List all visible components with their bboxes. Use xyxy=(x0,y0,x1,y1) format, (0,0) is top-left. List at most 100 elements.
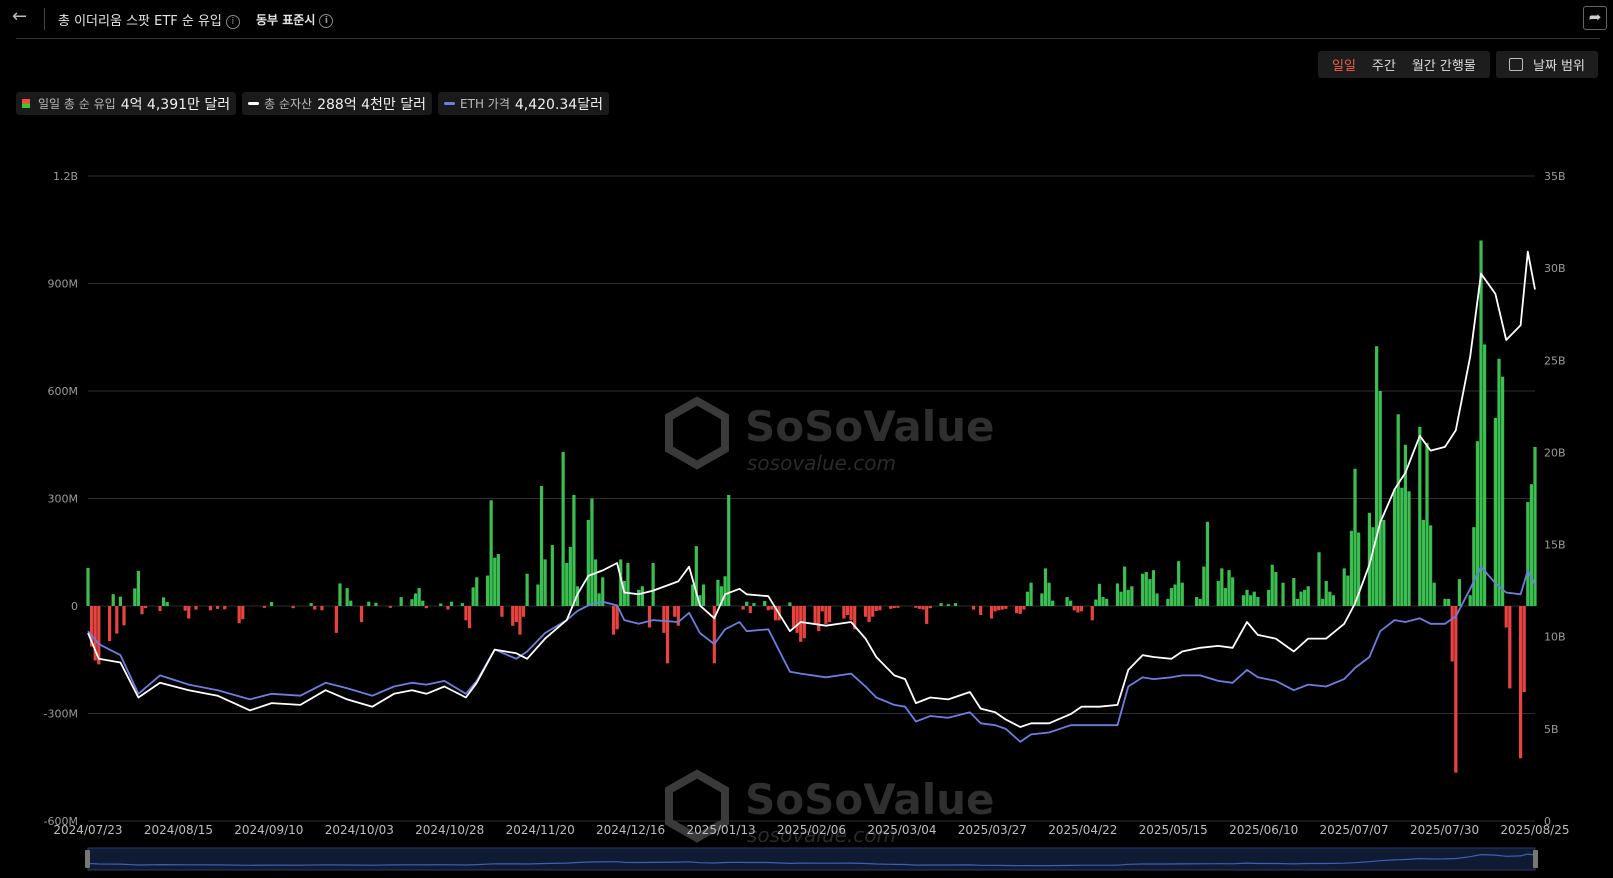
flow-bar xyxy=(1371,527,1375,606)
flow-bar xyxy=(1119,591,1123,606)
x-tick-label: 2025/07/30 xyxy=(1410,823,1479,837)
flow-bar xyxy=(313,606,317,610)
flow-bar xyxy=(1342,568,1346,606)
flow-bar xyxy=(727,494,731,606)
flow-bar xyxy=(889,606,893,609)
flow-bar xyxy=(1529,484,1534,606)
flow-bar xyxy=(417,588,421,606)
flow-bar xyxy=(291,606,295,609)
flow-bar xyxy=(565,563,569,606)
flow-bar xyxy=(1450,606,1454,662)
page-title-text: 총 이더리움 스팟 ETF 순 유입 xyxy=(58,14,222,29)
flow-bar xyxy=(561,451,565,606)
flow-bar xyxy=(1472,527,1476,606)
flow-bar xyxy=(921,606,925,610)
flow-bar xyxy=(871,606,875,617)
flow-bar xyxy=(1018,606,1022,614)
flow-bar xyxy=(640,586,644,606)
flow-bar xyxy=(878,606,882,611)
flow-bar xyxy=(813,606,817,624)
flow-bar xyxy=(485,575,490,606)
flow-bar xyxy=(449,601,454,606)
flow-bar xyxy=(1069,600,1073,606)
flow-bar xyxy=(1252,591,1256,606)
x-tick-label: 2024/10/28 xyxy=(415,823,484,837)
flow-bar xyxy=(1245,589,1249,606)
tab-weekly[interactable]: 주간 xyxy=(1371,59,1396,74)
flow-bar xyxy=(1072,606,1076,611)
flow-bar xyxy=(500,606,504,617)
flow-bar xyxy=(1004,606,1008,609)
legend-total-assets[interactable]: 총 순자산 288억 4천만 달러 xyxy=(242,92,433,115)
flow-bar xyxy=(133,588,137,606)
header-underline xyxy=(16,38,1600,39)
flow-bar xyxy=(493,557,497,606)
flow-bar xyxy=(165,602,169,606)
timezone-info-icon[interactable]: i xyxy=(319,13,334,28)
back-arrow-icon[interactable]: ← xyxy=(12,6,28,27)
flow-bar xyxy=(1306,586,1310,606)
info-icon[interactable]: i xyxy=(225,14,240,29)
watermark-url: sosovalue.com xyxy=(747,823,896,847)
flow-bar xyxy=(615,606,619,630)
flow-bar xyxy=(334,606,338,633)
navigator-right-handle[interactable] xyxy=(1533,850,1538,868)
flow-bar xyxy=(1231,577,1235,606)
flow-bar xyxy=(1223,588,1228,606)
flow-bar xyxy=(208,606,212,611)
flow-bar xyxy=(619,559,623,606)
flow-bar xyxy=(1353,468,1357,606)
flow-bar xyxy=(388,606,392,608)
flow-bar xyxy=(475,577,479,606)
page-title: 총 이더리움 스팟 ETF 순 유입 i xyxy=(58,10,240,29)
flow-bar xyxy=(1029,582,1033,606)
flow-bar xyxy=(1177,561,1181,606)
flow-bar xyxy=(262,606,266,608)
flow-bar xyxy=(367,601,371,606)
x-tick-label: 2025/08/25 xyxy=(1500,823,1569,837)
flow-bar xyxy=(1148,579,1152,606)
flow-bar xyxy=(1151,570,1156,606)
legend-daily-inflow[interactable]: 일일 총 순 유입 4억 4,391만 달러 xyxy=(16,92,237,115)
timezone-label: 동부 표준시 i xyxy=(256,11,334,28)
share-icon[interactable]: ➦ xyxy=(1583,6,1607,30)
flow-bar xyxy=(424,606,428,609)
flow-bar xyxy=(1519,606,1523,759)
flow-bar xyxy=(359,606,364,623)
flow-bar xyxy=(849,606,853,621)
watermark-url: sosovalue.com xyxy=(747,451,896,475)
flow-bar xyxy=(158,606,162,612)
flow-bar xyxy=(1144,571,1148,606)
flow-bar xyxy=(745,601,749,606)
y-right-tick-label: 5B xyxy=(1544,723,1559,736)
flow-bar xyxy=(892,606,896,609)
flow-bar xyxy=(1400,487,1404,606)
chart-legend: 일일 총 순 유입 4억 4,391만 달러 총 순자산 288억 4천만 달러… xyxy=(16,92,609,115)
navigator-left-handle[interactable] xyxy=(85,850,90,868)
flow-bar xyxy=(719,586,724,606)
y-left-tick-label: -300M xyxy=(44,708,78,721)
flow-bar xyxy=(1432,582,1436,606)
flow-bar xyxy=(1105,598,1109,606)
legend-eth-price[interactable]: ETH 가격 4,420.34달러 xyxy=(438,92,609,115)
x-tick-label: 2024/10/03 xyxy=(325,823,394,837)
tab-monthly[interactable]: 월간 간행물 xyxy=(1411,59,1476,74)
flow-bar xyxy=(1349,530,1354,606)
y-left-tick-label: 1.2B xyxy=(53,170,78,183)
flow-bar xyxy=(1205,521,1210,606)
flow-bar xyxy=(413,593,418,606)
tab-daily[interactable]: 일일 xyxy=(1332,59,1356,74)
date-range-button[interactable]: 날짜 범위 xyxy=(1496,51,1598,78)
flow-bar xyxy=(788,602,792,606)
y-right-tick-label: 15B xyxy=(1544,539,1566,552)
flow-bar xyxy=(93,606,97,661)
flow-bar xyxy=(122,606,126,626)
flow-bar xyxy=(1393,489,1397,606)
flow-bar xyxy=(867,606,871,623)
flow-bar xyxy=(421,600,425,606)
flow-bar xyxy=(399,597,403,606)
flow-bar xyxy=(1328,591,1332,606)
x-tick-label: 2025/03/27 xyxy=(958,823,1027,837)
flow-bar xyxy=(597,593,601,606)
